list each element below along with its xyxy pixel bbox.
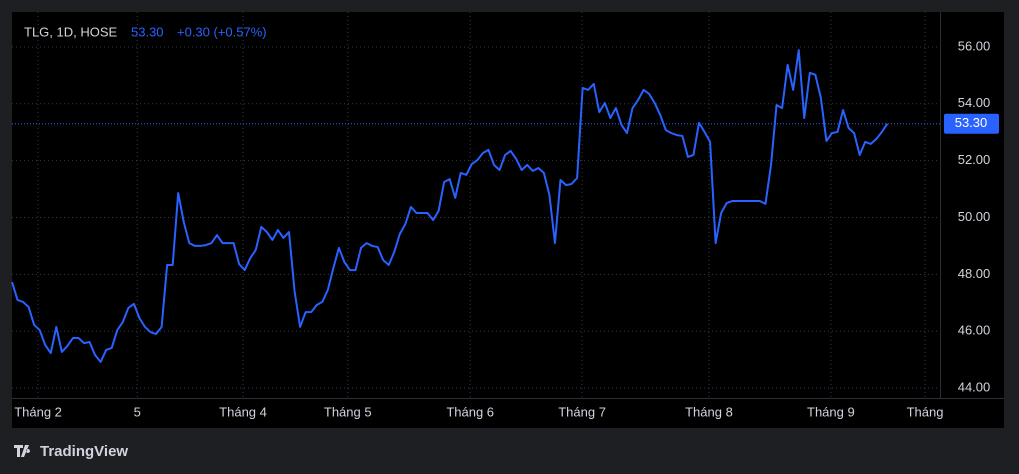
- chart-pane: [12, 12, 1004, 428]
- y-tick-label: 56.00: [958, 38, 991, 53]
- price-change: +0.30 (+0.57%): [177, 24, 267, 39]
- y-tick-label: 44.00: [958, 379, 991, 394]
- brand-logo: [14, 445, 31, 457]
- y-tick-label: 54.00: [958, 95, 991, 110]
- symbol: TLG, 1D, HOSE: [24, 24, 118, 39]
- y-tick-label: 52.00: [958, 152, 991, 167]
- x-tick-label: Tháng 8: [685, 404, 733, 419]
- y-tick-label: 48.00: [958, 266, 991, 281]
- x-tick-label: Tháng 6: [446, 404, 494, 419]
- x-tick-label: Tháng: [907, 404, 944, 419]
- x-tick-label: Tháng 4: [219, 404, 267, 419]
- x-tick-label: Tháng 9: [807, 404, 855, 419]
- y-tick-label: 50.00: [958, 209, 991, 224]
- x-tick-label: Tháng 2: [14, 404, 62, 419]
- x-tick-label: 5: [134, 404, 141, 419]
- price-line: [11, 49, 889, 363]
- y-tick-label: 46.00: [958, 323, 991, 338]
- brand-name: TradingView: [40, 443, 128, 460]
- x-tick-label: Tháng 7: [558, 404, 606, 419]
- grid: [12, 12, 940, 398]
- last-price-label: 53.30: [955, 115, 988, 130]
- x-tick-label: Tháng 5: [324, 404, 372, 419]
- plot: [11, 49, 940, 363]
- last-price: 53.30: [131, 24, 164, 39]
- last-price-badge: [944, 113, 999, 134]
